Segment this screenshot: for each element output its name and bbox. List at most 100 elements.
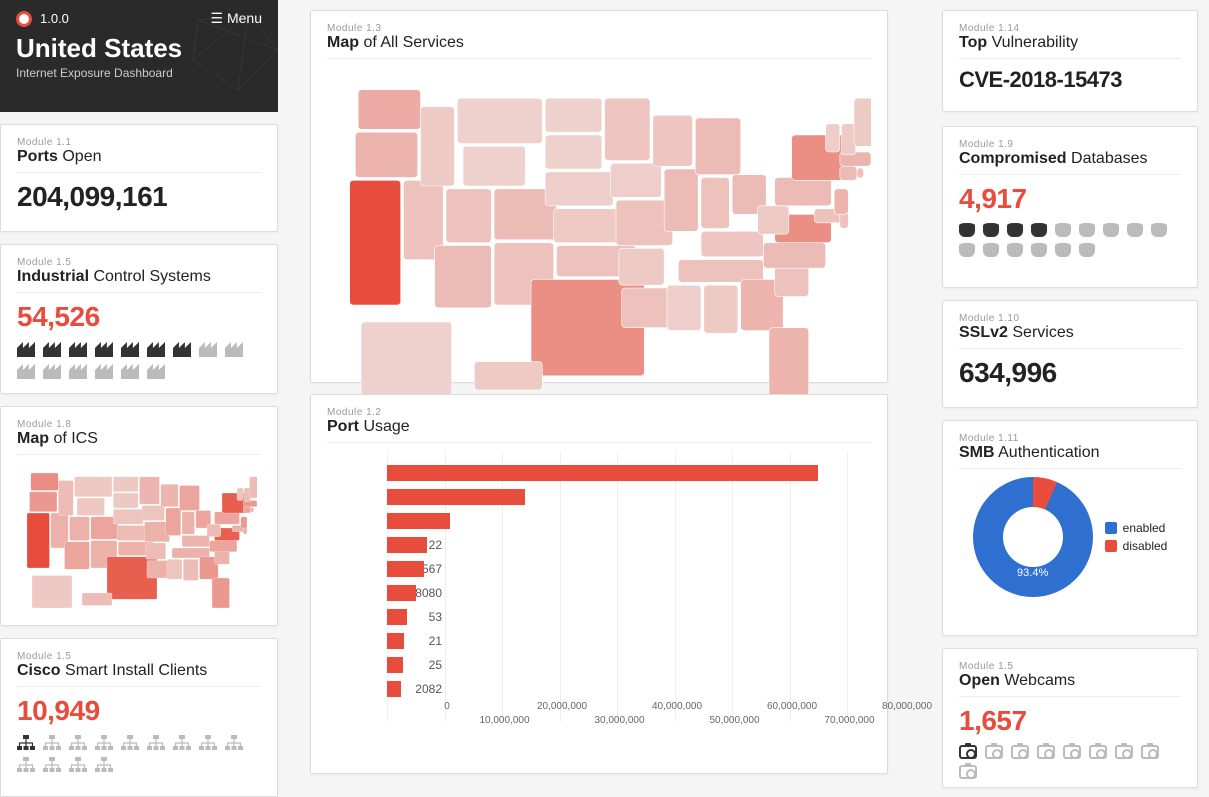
module-label: Module 1.14: [959, 23, 1181, 34]
database-icon: [983, 243, 999, 257]
state-NC: [763, 243, 825, 269]
state-NH: [244, 488, 250, 502]
card-cisco-smart-install[interactable]: Module 1.5 Cisco Smart Install Clients 1…: [0, 638, 278, 797]
state-HI: [82, 593, 112, 606]
state-IA: [610, 163, 661, 197]
state-CT: [243, 507, 251, 513]
card-top-vulnerability[interactable]: Module 1.14 Top Vulnerability CVE-2018-1…: [942, 10, 1198, 112]
card-industrial-control-systems[interactable]: Module 1.5 Industrial Control Systems 54…: [0, 244, 278, 394]
state-VT: [826, 124, 840, 152]
network-icon: [69, 735, 87, 751]
state-WV: [207, 524, 221, 537]
module-label: Module 1.1: [17, 137, 261, 148]
state-RI: [857, 168, 864, 178]
state-OR: [30, 492, 58, 512]
card-title: Open Webcams: [959, 672, 1181, 697]
state-TN: [172, 548, 210, 558]
factory-icon: [147, 341, 165, 357]
state-RI: [251, 508, 254, 513]
module-label: Module 1.9: [959, 139, 1181, 150]
database-icon: [1007, 223, 1023, 237]
card-port-usage[interactable]: Module 1.2 Port Usage 804437547224567808…: [310, 394, 888, 774]
network-icon: [43, 735, 61, 751]
state-ND: [545, 98, 602, 132]
state-SC: [215, 551, 230, 565]
state-VT: [237, 488, 243, 501]
state-WY: [77, 498, 105, 516]
state-IA: [142, 506, 165, 521]
compdb-icon-row: [959, 223, 1181, 257]
state-TN: [678, 260, 763, 283]
database-icon: [1007, 243, 1023, 257]
state-OR: [355, 132, 417, 177]
ics-value: 54,526: [17, 301, 261, 333]
network-icon: [173, 735, 191, 751]
header: 1.0.0 ☰ Menu United States Internet Expo…: [0, 0, 278, 112]
state-PA: [215, 512, 240, 525]
bar-fill: [387, 609, 407, 625]
compdb-value: 4,917: [959, 183, 1181, 215]
database-icon: [1079, 223, 1095, 237]
state-ND: [113, 477, 138, 492]
state-NE: [113, 509, 143, 524]
network-icon: [43, 757, 61, 773]
state-MS: [167, 559, 182, 579]
card-title: Map of All Services: [327, 34, 871, 59]
module-label: Module 1.8: [17, 419, 261, 430]
card-smb-authentication[interactable]: Module 1.11 SMB Authentication 93.4% ena…: [942, 420, 1198, 636]
card-map-of-ics[interactable]: Module 1.8 Map of ICS: [0, 406, 278, 626]
database-icon: [959, 223, 975, 237]
card-sslv2-services[interactable]: Module 1.10 SSLv2 Services 634,996: [942, 300, 1198, 408]
camera-icon: [1089, 745, 1107, 759]
state-FL: [769, 328, 809, 396]
bar-fill: [387, 681, 401, 697]
database-icon: [959, 243, 975, 257]
state-AR: [619, 248, 664, 285]
state-HI: [474, 362, 542, 390]
card-map-all-services[interactable]: Module 1.3 Map of All Services: [310, 10, 888, 383]
state-WA: [358, 90, 420, 130]
database-icon: [1151, 223, 1167, 237]
state-AL: [704, 285, 738, 333]
state-SD: [545, 135, 602, 169]
state-MT: [75, 477, 113, 497]
module-label: Module 1.2: [327, 407, 871, 418]
network-icon: [121, 735, 139, 751]
webcams-icon-row: [959, 745, 1181, 779]
camera-icon: [985, 745, 1003, 759]
smb-donut-pct: 93.4%: [973, 567, 1093, 579]
state-WV: [758, 206, 789, 234]
ics-mini-map: [17, 463, 261, 618]
state-AK: [361, 322, 452, 396]
state-SD: [113, 493, 138, 508]
network-icon: [147, 735, 165, 751]
card-title: Compromised Databases: [959, 150, 1181, 175]
card-title: Port Usage: [327, 418, 871, 443]
factory-icon: [69, 363, 87, 379]
card-title: Ports Open: [17, 148, 261, 173]
network-icon: [199, 735, 217, 751]
sslv2-value: 634,996: [959, 357, 1181, 389]
port-usage-barchart: 80443754722456780805321252082020,000,000…: [327, 451, 871, 751]
bar-fill: [387, 537, 427, 553]
state-CT: [840, 166, 857, 180]
state-ME: [250, 477, 258, 498]
state-MN: [140, 477, 160, 505]
factory-icon: [69, 341, 87, 357]
card-open-webcams[interactable]: Module 1.5 Open Webcams 1,657: [942, 648, 1198, 788]
smb-donut-chart: 93.4%: [973, 477, 1093, 597]
ports-open-value: 204,099,161: [17, 181, 261, 213]
database-icon: [1079, 243, 1095, 257]
factory-icon: [17, 363, 35, 379]
factory-icon: [95, 341, 113, 357]
state-AR: [146, 543, 166, 559]
network-icon: [225, 735, 243, 751]
state-AL: [183, 559, 198, 580]
state-MI: [695, 118, 740, 175]
state-KS: [554, 209, 622, 243]
card-compromised-databases[interactable]: Module 1.9 Compromised Databases 4,917: [942, 126, 1198, 288]
state-MI: [180, 486, 200, 511]
state-IN: [182, 512, 195, 535]
state-LA: [622, 288, 673, 328]
card-ports-open[interactable]: Module 1.1 Ports Open 204,099,161: [0, 124, 278, 232]
